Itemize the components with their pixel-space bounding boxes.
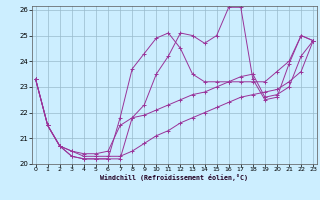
X-axis label: Windchill (Refroidissement éolien,°C): Windchill (Refroidissement éolien,°C) bbox=[100, 174, 248, 181]
